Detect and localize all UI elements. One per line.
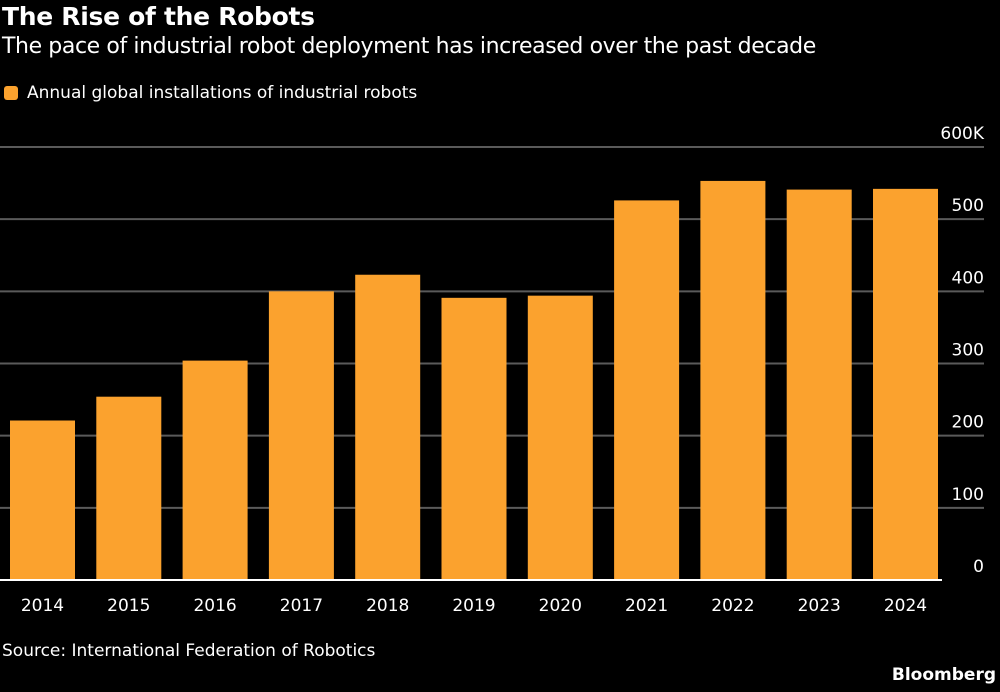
bar-2020	[527, 295, 593, 580]
source-note: Source: International Federation of Robo…	[2, 641, 376, 661]
y-tick-label: 200	[952, 413, 984, 433]
legend-swatch	[4, 86, 18, 100]
chart-subtitle: The pace of industrial robot deployment …	[2, 34, 816, 59]
brand-logo: Bloomberg	[891, 665, 996, 685]
y-tick-label: 400	[952, 268, 984, 288]
x-tick-label: 2022	[711, 596, 754, 616]
legend-label: Annual global installations of industria…	[27, 83, 418, 103]
x-tick-label: 2015	[107, 596, 150, 616]
y-tick-label: 300	[952, 341, 984, 361]
legend: Annual global installations of industria…	[4, 83, 417, 103]
x-tick-label: 2017	[280, 596, 323, 616]
chart-title: The Rise of the Robots	[2, 2, 315, 31]
bar-2022	[700, 180, 766, 580]
bar-2017	[268, 291, 334, 580]
x-tick-label: 2016	[193, 596, 236, 616]
bar-2014	[10, 420, 75, 580]
bar-2019	[441, 297, 507, 580]
bar-2018	[355, 274, 421, 580]
bar-2023	[786, 189, 852, 580]
y-tick-label: 600K	[940, 124, 984, 144]
x-tick-label: 2023	[798, 596, 841, 616]
bar-2016	[182, 360, 248, 580]
x-tick-label: 2024	[884, 596, 927, 616]
x-tick-label: 2021	[625, 596, 668, 616]
bar-2021	[614, 200, 680, 581]
x-tick-label: 2019	[452, 596, 495, 616]
bar-2024	[873, 188, 938, 580]
x-tick-label: 2018	[366, 596, 409, 616]
y-tick-label: 0	[973, 557, 984, 577]
x-tick-label: 2014	[21, 596, 64, 616]
x-tick-label: 2020	[539, 596, 582, 616]
y-tick-label: 100	[952, 485, 984, 505]
bar-2015	[96, 396, 162, 580]
y-tick-label: 500	[952, 196, 984, 216]
